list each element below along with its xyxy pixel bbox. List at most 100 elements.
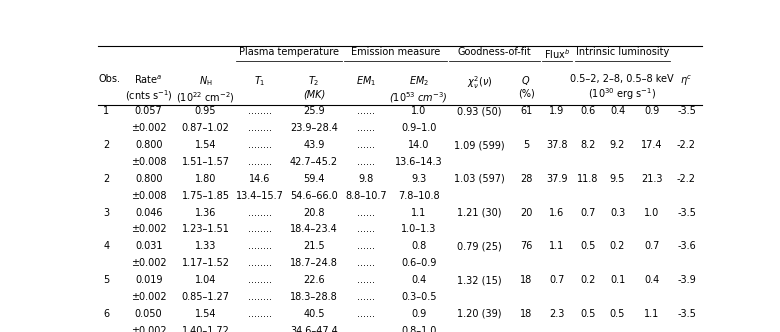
Text: Goodness-of-fit: Goodness-of-fit <box>457 47 531 57</box>
Text: 1.0–1.3: 1.0–1.3 <box>401 224 437 234</box>
Text: 6: 6 <box>103 309 109 319</box>
Text: 0.4: 0.4 <box>411 275 427 285</box>
Text: -2.2: -2.2 <box>677 140 696 150</box>
Text: 1.32 (15): 1.32 (15) <box>457 275 502 285</box>
Text: 0.6: 0.6 <box>580 106 596 116</box>
Text: 0.4: 0.4 <box>644 275 659 285</box>
Text: 11.8: 11.8 <box>577 174 599 184</box>
Text: 0.800: 0.800 <box>135 174 162 184</box>
Text: 14.0: 14.0 <box>408 140 430 150</box>
Text: ......: ...... <box>357 241 375 251</box>
Text: ......: ...... <box>357 292 375 302</box>
Text: ........: ........ <box>248 309 272 319</box>
Text: 18.4–23.4: 18.4–23.4 <box>290 224 338 234</box>
Text: 0.3–0.5: 0.3–0.5 <box>401 292 437 302</box>
Text: ±0.002: ±0.002 <box>131 123 166 133</box>
Text: 0.2: 0.2 <box>580 275 596 285</box>
Text: ........: ........ <box>248 258 272 268</box>
Text: 1.51–1.57: 1.51–1.57 <box>182 157 229 167</box>
Text: 0.85–1.27: 0.85–1.27 <box>182 292 229 302</box>
Text: -3.5: -3.5 <box>677 106 696 116</box>
Text: 0.95: 0.95 <box>195 106 216 116</box>
Text: 0.019: 0.019 <box>135 275 162 285</box>
Text: 1.03 (597): 1.03 (597) <box>454 174 505 184</box>
Text: 0.3: 0.3 <box>610 208 625 217</box>
Text: 17.4: 17.4 <box>641 140 662 150</box>
Text: 21.5: 21.5 <box>303 241 325 251</box>
Text: Plasma temperature: Plasma temperature <box>239 47 339 57</box>
Text: ......: ...... <box>357 309 375 319</box>
Text: ±0.002: ±0.002 <box>131 326 166 332</box>
Text: 13.4–15.7: 13.4–15.7 <box>236 191 284 201</box>
Text: 1.40–1.72: 1.40–1.72 <box>182 326 229 332</box>
Text: 1.1: 1.1 <box>644 309 659 319</box>
Text: ........: ........ <box>248 106 272 116</box>
Text: -3.5: -3.5 <box>677 208 696 217</box>
Text: Obs.: Obs. <box>98 74 120 84</box>
Text: 18: 18 <box>520 309 532 319</box>
Text: $T_1$: $T_1$ <box>254 74 266 88</box>
Text: $T_2$
(MK): $T_2$ (MK) <box>303 74 325 99</box>
Text: ........: ........ <box>248 326 272 332</box>
Text: -3.9: -3.9 <box>677 275 696 285</box>
Text: 1.6: 1.6 <box>549 208 565 217</box>
Text: $\chi^2_\nu$($\nu$): $\chi^2_\nu$($\nu$) <box>466 74 492 91</box>
Text: 1.20 (39): 1.20 (39) <box>457 309 502 319</box>
Text: 8.8–10.7: 8.8–10.7 <box>346 191 387 201</box>
Text: 0.050: 0.050 <box>135 309 162 319</box>
Text: 1.1: 1.1 <box>549 241 565 251</box>
Text: 43.9: 43.9 <box>303 140 324 150</box>
Text: 25.9: 25.9 <box>303 106 325 116</box>
Text: 0.8–1.0: 0.8–1.0 <box>401 326 437 332</box>
Text: 9.2: 9.2 <box>610 140 626 150</box>
Text: 2: 2 <box>103 140 109 150</box>
Text: 0.87–1.02: 0.87–1.02 <box>182 123 229 133</box>
Text: $N_{\rm H}$
($10^{22}$ cm$^{-2}$): $N_{\rm H}$ ($10^{22}$ cm$^{-2}$) <box>176 74 235 105</box>
Text: ........: ........ <box>248 224 272 234</box>
Text: ±0.002: ±0.002 <box>131 224 166 234</box>
Text: $Q$
(%): $Q$ (%) <box>518 74 534 99</box>
Text: 34.6–47.4: 34.6–47.4 <box>290 326 338 332</box>
Text: 54.6–66.0: 54.6–66.0 <box>290 191 338 201</box>
Text: ......: ...... <box>357 157 375 167</box>
Text: 9.5: 9.5 <box>610 174 626 184</box>
Text: ........: ........ <box>248 292 272 302</box>
Text: 37.8: 37.8 <box>546 140 568 150</box>
Text: 13.6–14.3: 13.6–14.3 <box>395 157 442 167</box>
Text: ±0.002: ±0.002 <box>131 258 166 268</box>
Text: -3.6: -3.6 <box>677 241 696 251</box>
Text: 0.2: 0.2 <box>610 241 626 251</box>
Text: Rate$^a$
(cnts s$^{-1}$): Rate$^a$ (cnts s$^{-1}$) <box>125 74 172 103</box>
Text: 0.4: 0.4 <box>610 106 625 116</box>
Text: 1.04: 1.04 <box>195 275 216 285</box>
Text: 0.7: 0.7 <box>549 275 565 285</box>
Text: 1.21 (30): 1.21 (30) <box>457 208 502 217</box>
Text: 0.5: 0.5 <box>580 309 596 319</box>
Text: $EM_2$
($10^{53}$ cm$^{-3}$): $EM_2$ ($10^{53}$ cm$^{-3}$) <box>389 74 448 105</box>
Text: ±0.008: ±0.008 <box>131 157 166 167</box>
Text: 1: 1 <box>103 106 109 116</box>
Text: 4: 4 <box>103 241 109 251</box>
Text: ......: ...... <box>357 258 375 268</box>
Text: 1.80: 1.80 <box>195 174 216 184</box>
Text: Flux$^b$: Flux$^b$ <box>544 47 570 61</box>
Text: 0.79 (25): 0.79 (25) <box>457 241 502 251</box>
Text: 0.8: 0.8 <box>411 241 427 251</box>
Text: 40.5: 40.5 <box>303 309 324 319</box>
Text: 0.9: 0.9 <box>411 309 427 319</box>
Text: 0.7: 0.7 <box>580 208 596 217</box>
Text: 0.5: 0.5 <box>580 241 596 251</box>
Text: 1.1: 1.1 <box>411 208 427 217</box>
Text: 8.2: 8.2 <box>580 140 596 150</box>
Text: ........: ........ <box>248 275 272 285</box>
Text: 1.54: 1.54 <box>195 309 216 319</box>
Text: 18.3–28.8: 18.3–28.8 <box>290 292 338 302</box>
Text: 76: 76 <box>520 241 532 251</box>
Text: ........: ........ <box>248 208 272 217</box>
Text: 0.93 (50): 0.93 (50) <box>457 106 502 116</box>
Text: 1.0: 1.0 <box>411 106 427 116</box>
Text: 18.7–24.8: 18.7–24.8 <box>290 258 338 268</box>
Text: 20.8: 20.8 <box>303 208 324 217</box>
Text: ......: ...... <box>357 123 375 133</box>
Text: ........: ........ <box>248 157 272 167</box>
